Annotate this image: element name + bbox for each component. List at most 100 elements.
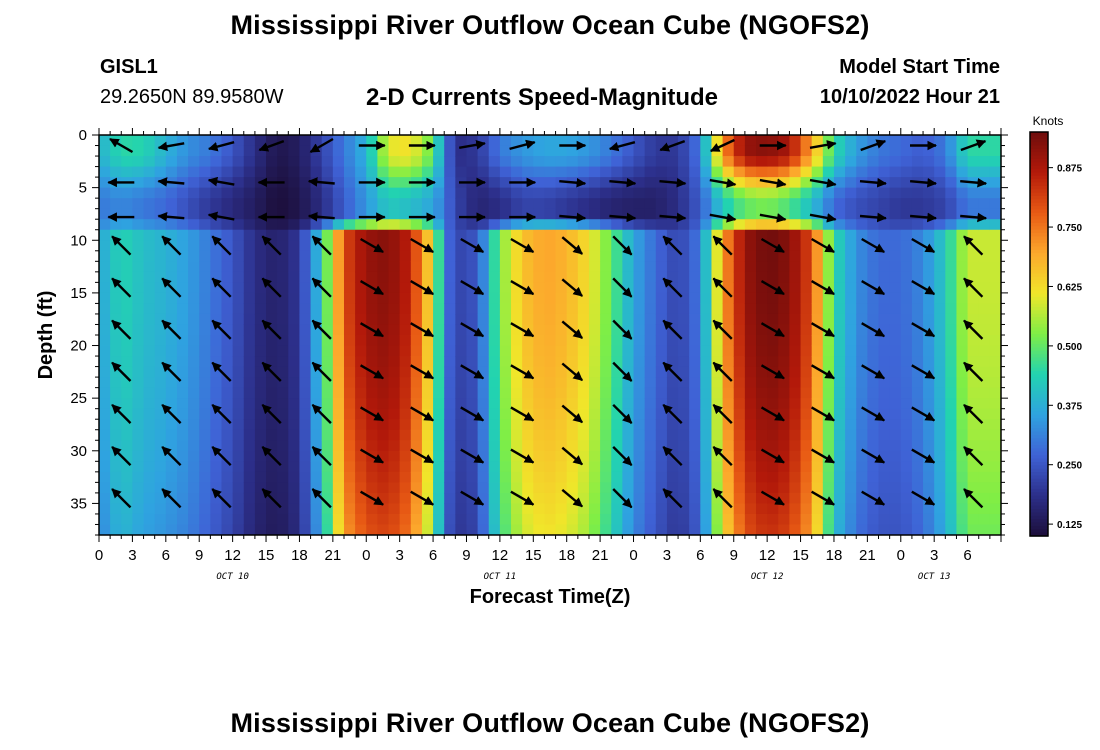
heat-cell bbox=[355, 440, 367, 452]
heat-cell bbox=[444, 177, 456, 189]
heat-cell bbox=[176, 261, 189, 273]
heat-cell bbox=[923, 524, 935, 535]
heat-cell bbox=[288, 471, 301, 483]
heat-cell bbox=[800, 229, 813, 241]
heat-cell bbox=[811, 366, 824, 378]
heat-cell bbox=[544, 229, 557, 241]
heat-cell bbox=[611, 492, 623, 505]
heat-cell bbox=[533, 135, 546, 147]
heat-cell bbox=[600, 292, 612, 305]
heat-cell bbox=[577, 345, 590, 357]
heat-cell bbox=[666, 292, 679, 305]
heat-cell bbox=[366, 303, 378, 315]
heat-cell bbox=[254, 482, 267, 494]
heat-cell bbox=[366, 271, 378, 283]
heat-cell bbox=[143, 408, 156, 420]
heat-cell bbox=[622, 461, 635, 473]
heat-cell bbox=[299, 292, 312, 305]
heat-cell bbox=[666, 135, 679, 147]
colorbar-tick-label: 0.125 bbox=[1057, 520, 1082, 531]
y-tick-label: 5 bbox=[79, 180, 87, 197]
heat-cell bbox=[600, 419, 612, 431]
heat-cell bbox=[455, 356, 468, 368]
heat-cell bbox=[711, 198, 724, 210]
heat-cell bbox=[900, 356, 913, 368]
heat-cell bbox=[744, 335, 757, 347]
heat-cell bbox=[399, 135, 412, 147]
heat-cell bbox=[355, 271, 367, 283]
heat-cell bbox=[967, 503, 980, 515]
heat-cell bbox=[889, 471, 902, 483]
current-arrow bbox=[309, 137, 334, 154]
heat-cell bbox=[466, 356, 479, 368]
heat-cell bbox=[499, 145, 512, 157]
heat-cell bbox=[410, 440, 423, 452]
heat-cell bbox=[822, 461, 835, 473]
heat-cell bbox=[778, 503, 791, 515]
heat-cell bbox=[522, 513, 534, 526]
heat-cell bbox=[666, 219, 679, 231]
heat-cell bbox=[611, 313, 623, 326]
heat-cell bbox=[421, 482, 434, 494]
heat-cell bbox=[188, 429, 200, 441]
heat-cell bbox=[511, 471, 523, 483]
heat-cell bbox=[121, 166, 134, 178]
heat-cell bbox=[544, 419, 557, 431]
heat-cell bbox=[856, 366, 868, 378]
heat-cell bbox=[756, 156, 768, 168]
heat-cell bbox=[878, 303, 891, 315]
heat-cell bbox=[277, 219, 289, 231]
current-arrow bbox=[311, 277, 332, 298]
heat-cell bbox=[655, 177, 668, 189]
heat-cell bbox=[366, 356, 378, 368]
heat-cell bbox=[355, 345, 367, 357]
heat-cell bbox=[466, 471, 479, 483]
heat-cell bbox=[343, 377, 356, 389]
heat-cell bbox=[577, 461, 590, 473]
heat-cell bbox=[243, 229, 256, 241]
heat-cell bbox=[845, 524, 857, 535]
current-arrow bbox=[359, 364, 384, 380]
heat-cell bbox=[511, 187, 523, 199]
heat-cell bbox=[332, 377, 345, 389]
heat-cell bbox=[911, 198, 924, 210]
heat-cell bbox=[923, 503, 935, 515]
heat-cell bbox=[132, 429, 145, 441]
heat-cell bbox=[756, 250, 768, 262]
heat-cell bbox=[499, 156, 512, 168]
heat-cell bbox=[544, 345, 557, 357]
heat-cell bbox=[433, 429, 445, 441]
heat-cell bbox=[867, 145, 880, 157]
x-tick-label: 18 bbox=[826, 547, 843, 564]
heat-cell bbox=[833, 240, 846, 252]
current-arrow bbox=[909, 212, 937, 223]
heat-cell bbox=[388, 156, 401, 168]
heat-cell bbox=[143, 271, 156, 283]
heat-cell bbox=[355, 324, 367, 336]
heat-cell bbox=[655, 250, 668, 262]
colorbar-segment bbox=[1030, 300, 1048, 305]
heat-cell bbox=[566, 208, 579, 220]
heat-cell bbox=[188, 492, 200, 505]
heat-cell bbox=[967, 198, 980, 210]
heat-cell bbox=[845, 166, 857, 178]
current-arrow bbox=[712, 361, 733, 382]
heat-cell bbox=[221, 419, 234, 431]
heat-cell bbox=[588, 208, 601, 220]
heat-cell bbox=[600, 387, 612, 399]
heat-cell bbox=[455, 324, 468, 336]
heat-cell bbox=[488, 408, 501, 420]
heat-cell bbox=[121, 292, 134, 305]
heat-cell bbox=[644, 240, 657, 252]
heat-cell bbox=[477, 229, 490, 241]
heat-cell bbox=[343, 313, 356, 326]
colorbar-segment bbox=[1030, 394, 1048, 399]
heat-cell bbox=[410, 450, 423, 462]
heat-cell bbox=[611, 471, 623, 483]
heat-cell bbox=[967, 271, 980, 283]
heat-cell bbox=[210, 271, 223, 283]
colorbar-segment bbox=[1030, 236, 1048, 241]
heat-cell bbox=[355, 240, 367, 252]
heat-cell bbox=[800, 292, 813, 305]
heat-cell bbox=[633, 356, 646, 368]
